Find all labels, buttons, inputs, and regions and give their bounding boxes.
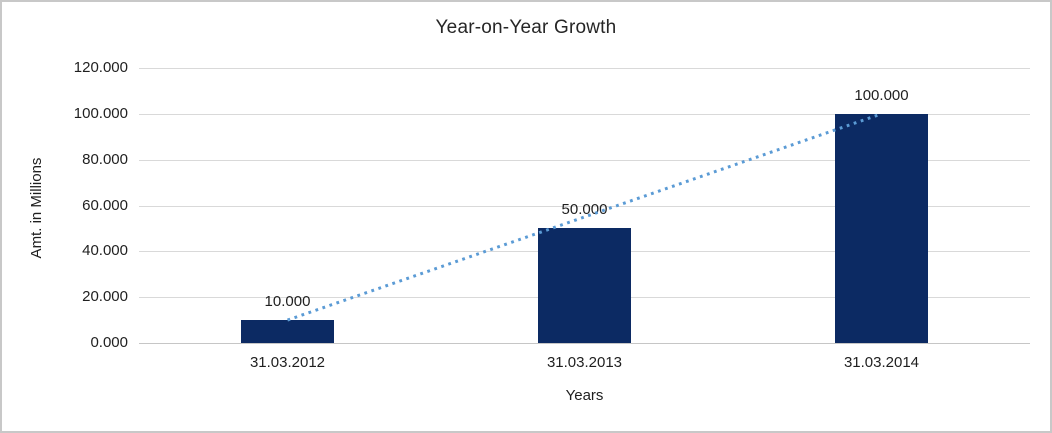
bar-value-label: 50.000	[561, 201, 608, 219]
y-tick-label: 60.000	[82, 196, 128, 214]
y-tick-label: 100.000	[73, 104, 128, 122]
y-tick-label: 20.000	[82, 288, 128, 306]
gridline	[139, 68, 1030, 69]
y-tick-label: 40.000	[82, 242, 128, 260]
bar-value-label: 100.000	[854, 86, 909, 104]
category-label: 31.03.2014	[843, 354, 920, 371]
bar	[241, 320, 334, 343]
y-tick-label: 80.000	[82, 150, 128, 168]
bar	[538, 228, 631, 343]
x-axis-title: Years	[565, 387, 604, 404]
gridline	[139, 343, 1030, 344]
bar-value-label: 10.000	[264, 293, 311, 311]
y-tick-label: 0.000	[90, 334, 128, 351]
y-tick-label: 120.000	[73, 59, 128, 76]
chart-title: Year-on-Year Growth	[435, 17, 617, 38]
category-label: 31.03.2012	[249, 354, 326, 371]
bar	[835, 113, 928, 343]
category-label: 31.03.2013	[546, 354, 623, 371]
